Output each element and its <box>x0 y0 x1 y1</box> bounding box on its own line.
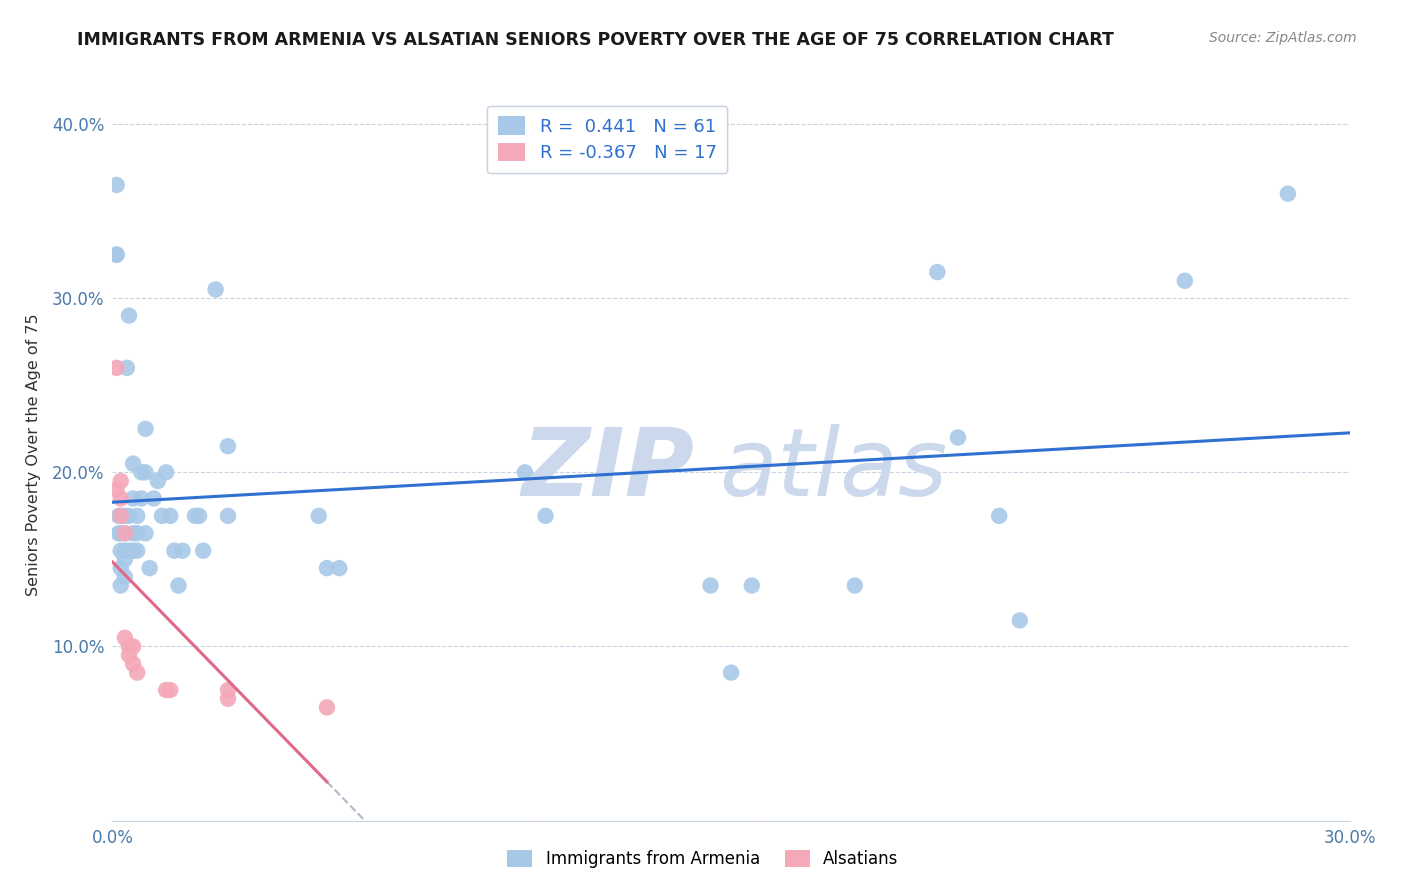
Text: IMMIGRANTS FROM ARMENIA VS ALSATIAN SENIORS POVERTY OVER THE AGE OF 75 CORRELATI: IMMIGRANTS FROM ARMENIA VS ALSATIAN SENI… <box>77 31 1114 49</box>
Point <box>114 570 136 584</box>
Point <box>134 466 156 480</box>
Point <box>110 561 132 575</box>
Point <box>138 561 160 575</box>
Point <box>122 457 145 471</box>
Point <box>217 508 239 523</box>
Point <box>118 543 141 558</box>
Point <box>110 578 132 592</box>
Point <box>163 543 186 558</box>
Point <box>699 578 721 592</box>
Point <box>122 543 145 558</box>
Text: ZIP: ZIP <box>522 424 695 516</box>
Point <box>114 552 136 566</box>
Point <box>107 526 129 541</box>
Point <box>513 466 536 480</box>
Point <box>107 508 129 523</box>
Point <box>122 640 145 654</box>
Point <box>328 561 350 575</box>
Point <box>167 578 190 592</box>
Legend: Immigrants from Armenia, Alsatians: Immigrants from Armenia, Alsatians <box>501 843 905 875</box>
Point <box>105 247 128 261</box>
Point <box>217 439 239 453</box>
Point <box>110 508 132 523</box>
Point <box>118 640 141 654</box>
Point <box>159 683 181 698</box>
Point <box>110 491 132 506</box>
Point <box>188 508 211 523</box>
Point <box>844 578 866 592</box>
Point <box>534 508 557 523</box>
Point <box>741 578 763 592</box>
Point <box>110 508 132 523</box>
Point <box>316 561 339 575</box>
Point <box>105 178 128 192</box>
Point <box>127 508 149 523</box>
Point <box>193 543 215 558</box>
Point <box>146 474 169 488</box>
Text: Source: ZipAtlas.com: Source: ZipAtlas.com <box>1209 31 1357 45</box>
Point <box>134 526 156 541</box>
Point <box>217 691 239 706</box>
Point <box>946 430 969 444</box>
Point <box>150 508 173 523</box>
Point <box>159 508 181 523</box>
Y-axis label: Seniors Poverty Over the Age of 75: Seniors Poverty Over the Age of 75 <box>25 314 41 596</box>
Point <box>988 508 1011 523</box>
Point <box>127 543 149 558</box>
Text: atlas: atlas <box>718 424 948 515</box>
Point <box>114 631 136 645</box>
Point <box>122 491 145 506</box>
Point <box>115 360 138 375</box>
Point <box>155 466 177 480</box>
Point <box>114 508 136 523</box>
Point <box>105 483 128 497</box>
Point <box>204 283 226 297</box>
Point <box>1174 274 1197 288</box>
Point <box>127 526 149 541</box>
Point <box>217 683 239 698</box>
Point <box>308 508 330 523</box>
Point <box>114 526 136 541</box>
Point <box>122 526 145 541</box>
Point <box>927 265 949 279</box>
Point <box>1277 186 1299 201</box>
Point <box>172 543 194 558</box>
Point <box>142 491 165 506</box>
Point <box>105 247 128 261</box>
Point <box>1008 613 1031 627</box>
Point <box>122 657 145 671</box>
Point <box>118 309 141 323</box>
Point <box>114 543 136 558</box>
Point <box>118 648 141 663</box>
Point <box>720 665 742 680</box>
Point <box>316 700 339 714</box>
Point <box>184 508 207 523</box>
Point <box>105 360 128 375</box>
Point <box>155 683 177 698</box>
Point <box>131 466 153 480</box>
Point <box>110 543 132 558</box>
Point <box>131 491 153 506</box>
Point <box>127 665 149 680</box>
Point <box>110 474 132 488</box>
Point <box>110 526 132 541</box>
Point <box>118 508 141 523</box>
Point <box>114 526 136 541</box>
Legend: R =  0.441   N = 61, R = -0.367   N = 17: R = 0.441 N = 61, R = -0.367 N = 17 <box>488 105 727 173</box>
Point <box>134 422 156 436</box>
